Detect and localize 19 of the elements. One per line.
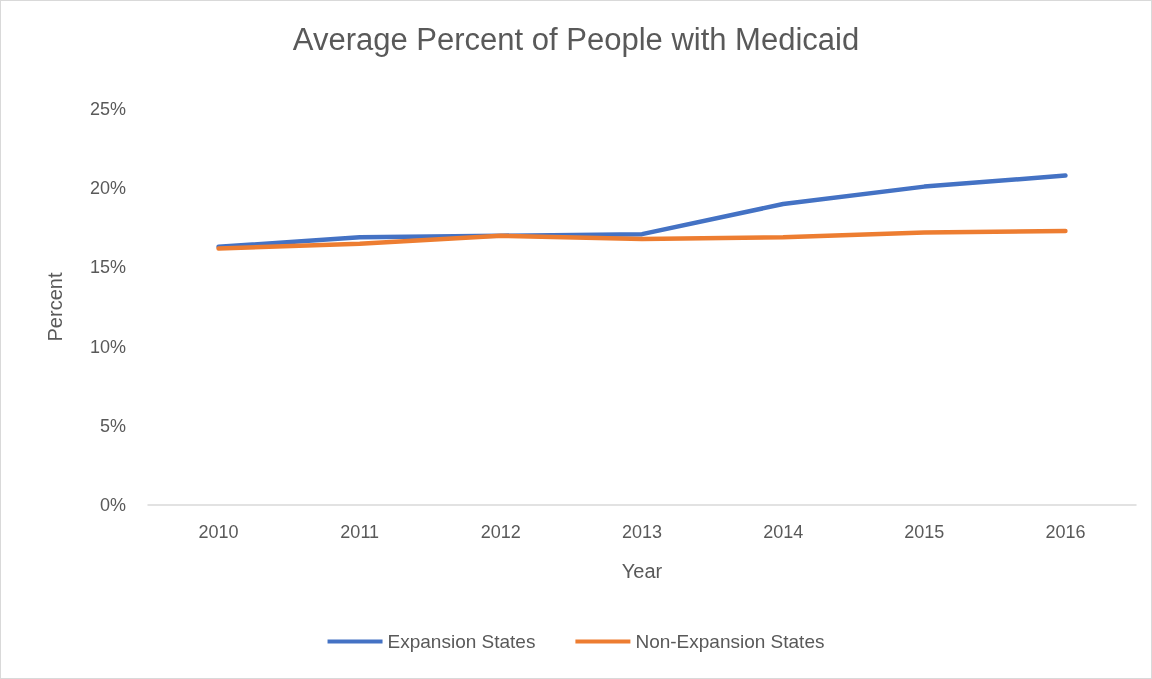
line-series [216, 228, 1068, 251]
x-tick-label: 2016 [1045, 522, 1086, 542]
x-tick-label: 2011 [340, 522, 380, 542]
legend-label: Expansion States [387, 631, 536, 652]
y-tick-label: 10% [89, 336, 126, 357]
x-axis-title: Year [621, 560, 663, 582]
y-tick-label: 0% [99, 495, 126, 515]
y-tick-label: 25% [89, 99, 126, 119]
x-tick-label: 2010 [198, 522, 239, 542]
x-tick-label: 2015 [904, 522, 945, 542]
x-tick-label: 2014 [763, 522, 804, 542]
y-tick-label: 20% [89, 178, 126, 199]
legend-label: Non-Expansion States [635, 631, 825, 652]
y-axis-title: Percent [44, 272, 66, 342]
x-tick-label: 2012 [480, 522, 521, 542]
y-tick-label: 15% [89, 257, 126, 278]
x-tick-label: 2013 [621, 522, 663, 542]
chart-title: Average Percent of People with Medicaid [292, 22, 860, 57]
y-tick-label: 5% [99, 415, 126, 436]
